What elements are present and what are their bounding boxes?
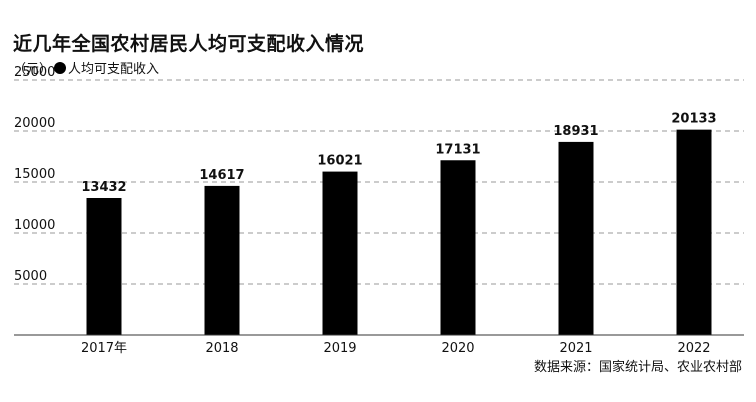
x-tick-label: 2017年 (81, 341, 127, 356)
bar (558, 141, 594, 335)
data-label: 18931 (553, 124, 598, 139)
bar (440, 160, 476, 335)
x-tick-label: 2019 (323, 341, 356, 356)
data-label: 13432 (81, 180, 126, 195)
y-tick-label: 20000 (14, 116, 55, 131)
legend-marker-icon (54, 61, 67, 74)
source-note: 数据来源：国家统计局、农业农村部 (533, 360, 742, 375)
data-label: 16021 (317, 154, 362, 169)
legend-label: 人均可支配收入 (68, 62, 160, 77)
bar (204, 185, 240, 335)
data-label: 17131 (435, 142, 480, 157)
y-tick-label: 10000 (14, 218, 55, 233)
y-tick-label: 25000 (14, 65, 55, 80)
data-label: 20133 (671, 112, 716, 127)
chart-title: 近几年全国农村居民人均可支配收入情况 (13, 33, 365, 55)
x-tick-label: 2018 (205, 341, 238, 356)
bar (86, 197, 122, 335)
data-label: 14617 (199, 168, 244, 183)
y-tick-label: 15000 (14, 167, 55, 182)
unit-label: （元） (13, 62, 53, 77)
bar (676, 129, 712, 335)
x-tick-label: 2022 (677, 341, 710, 356)
x-tick-label: 2021 (559, 341, 592, 356)
x-tick-label: 2020 (441, 341, 474, 356)
legend: （元） 人均可支配收入 (13, 58, 159, 77)
bar (322, 171, 358, 335)
y-tick-label: 5000 (14, 269, 47, 284)
